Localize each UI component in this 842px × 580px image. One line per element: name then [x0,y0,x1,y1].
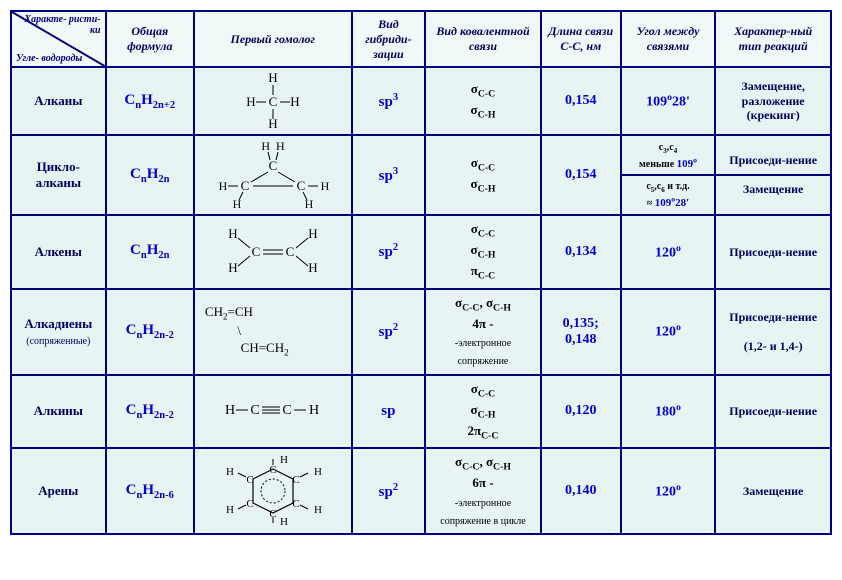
arenes-length: 0,140 [541,448,621,534]
alkanes-angle: 109о28' [621,67,716,135]
alkynes-reaction: Присоеди-нение [715,375,831,449]
svg-text:C: C [269,464,276,476]
svg-text:H: H [280,516,288,527]
svg-text:H: H [320,179,329,193]
svg-text:C: C [296,178,305,193]
arenes-reaction: Замещение [715,448,831,534]
svg-text:C: C [240,178,249,193]
svg-text:H: H [304,197,313,210]
svg-text:C: C [251,244,260,259]
alkenes-hyb: sp2 [352,215,426,289]
svg-text:H: H [226,466,234,478]
row-alkynes: Алкины CnH2n-2 H C C H sp σC-CσC-H2πC-C … [11,375,831,449]
svg-text:H: H [228,226,237,241]
svg-text:H: H [290,94,299,109]
svg-text:H: H [226,504,234,516]
alkynes-name: Алкины [11,375,106,449]
alkadienes-angle: 120о [621,289,716,375]
alkynes-homolog: H C C H [194,375,352,449]
alkynes-bonds: σC-CσC-H2πC-C [425,375,541,449]
alkenes-reaction: Присоеди-нение [715,215,831,289]
svg-text:H: H [246,94,255,109]
cycloalkanes-bonds: σC-CσC-H [425,135,541,215]
svg-text:C: C [292,474,299,486]
alkenes-length: 0,134 [541,215,621,289]
svg-text:H: H [308,226,317,241]
row-cycloalkanes: Цикло-алканы CnH2n H H C H C C H [11,135,831,215]
alkadienes-reaction: Присоеди-нение(1,2- и 1,4-) [715,289,831,375]
row-arenes: Арены CnH2n-6 C C C C C C H H H H H [11,448,831,534]
alkanes-reaction: Замещение, разложение (крекинг) [715,67,831,135]
alkadienes-length: 0,135; 0,148 [541,289,621,375]
alkynes-formula: CnH2n-2 [106,375,194,449]
arenes-hyb: sp2 [352,448,426,534]
col-homolog: Первый гомолог [194,11,352,67]
svg-text:H H: H H [261,140,285,153]
svg-text:H: H [225,403,235,418]
svg-text:H: H [268,72,277,85]
svg-text:H: H [280,455,288,466]
alkenes-name: Алкены [11,215,106,289]
alkadienes-homolog: CH2=CH \ CH=CH2 [194,289,352,375]
svg-text:H: H [314,466,322,478]
alkanes-formula: CnH2n+2 [106,67,194,135]
arenes-formula: CnH2n-6 [106,448,194,534]
svg-text:C: C [246,498,253,510]
alkynes-hyb: sp [352,375,426,449]
alkenes-bonds: σC-CσC-HπC-C [425,215,541,289]
hydrocarbons-table: Характе- ристи- ки Угле- водороды Общая … [10,10,832,535]
cycloalkanes-formula: CnH2n [106,135,194,215]
svg-text:C: C [246,474,253,486]
row-alkenes: Алкены CnH2n H H C C H H sp2 [11,215,831,289]
alkynes-length: 0,120 [541,375,621,449]
svg-text:H: H [314,504,322,516]
cycloalkanes-reaction: Присоеди-нение Замещение [715,135,831,215]
col-bond-length: Длина связи C-C, нм [541,11,621,67]
cycloalkanes-homolog: H H C H C C H H H [194,135,352,215]
alkadienes-hyb: sp2 [352,289,426,375]
svg-text:H: H [309,403,319,418]
alkadienes-formula: CnH2n-2 [106,289,194,375]
alkanes-name: Алканы [11,67,106,135]
diag-top-label: Характе- ристи- ки [12,14,101,36]
col-hybridization: Вид гибриди-зации [352,11,426,67]
alkenes-homolog: H H C C H H [194,215,352,289]
col-formula: Общая формула [106,11,194,67]
svg-text:H: H [232,197,241,210]
cycloalkanes-hyb: sp3 [352,135,426,215]
alkanes-homolog: H H C H H [194,67,352,135]
row-alkadienes: Алкадиены(сопряженные) CnH2n-2 CH2=CH \ … [11,289,831,375]
alkanes-hyb: sp3 [352,67,426,135]
cycloalkanes-length: 0,154 [541,135,621,215]
alkadienes-name: Алкадиены(сопряженные) [11,289,106,375]
svg-text:H: H [218,179,227,193]
svg-text:C: C [268,94,277,109]
col-angle: Угол между связями [621,11,716,67]
arenes-bonds: σC-C, σC-H6π --электронное сопряжение в … [425,448,541,534]
diag-bot-label: Угле- водороды [16,53,82,64]
diagonal-header: Характе- ристи- ки Угле- водороды [11,11,106,67]
row-alkanes: Алканы CnH2n+2 H H C H H sp3 σC-CσC-H 0,… [11,67,831,135]
alkenes-angle: 120о [621,215,716,289]
svg-text:C: C [282,403,291,418]
col-reaction: Характер-ный тип реакций [715,11,831,67]
svg-text:C: C [285,244,294,259]
alkanes-bonds: σC-CσC-H [425,67,541,135]
arenes-name: Арены [11,448,106,534]
svg-text:H: H [228,260,237,275]
arenes-angle: 120о [621,448,716,534]
svg-text:C: C [250,403,259,418]
svg-text:H: H [308,260,317,275]
alkynes-angle: 180о [621,375,716,449]
cycloalkanes-name: Цикло-алканы [11,135,106,215]
svg-text:C: C [268,158,277,173]
svg-text:H: H [268,116,277,130]
alkanes-length: 0,154 [541,67,621,135]
alkadienes-bonds: σC-C, σC-H4π --электронное сопряжение [425,289,541,375]
arenes-homolog: C C C C C C H H H H H H [194,448,352,534]
col-bond-type: Вид ковалентной связи [425,11,541,67]
svg-text:C: C [292,498,299,510]
cycloalkanes-angle: c3,c4меньше 109о c5,c6 и т.д.≈ 109о28' [621,135,716,215]
alkenes-formula: CnH2n [106,215,194,289]
